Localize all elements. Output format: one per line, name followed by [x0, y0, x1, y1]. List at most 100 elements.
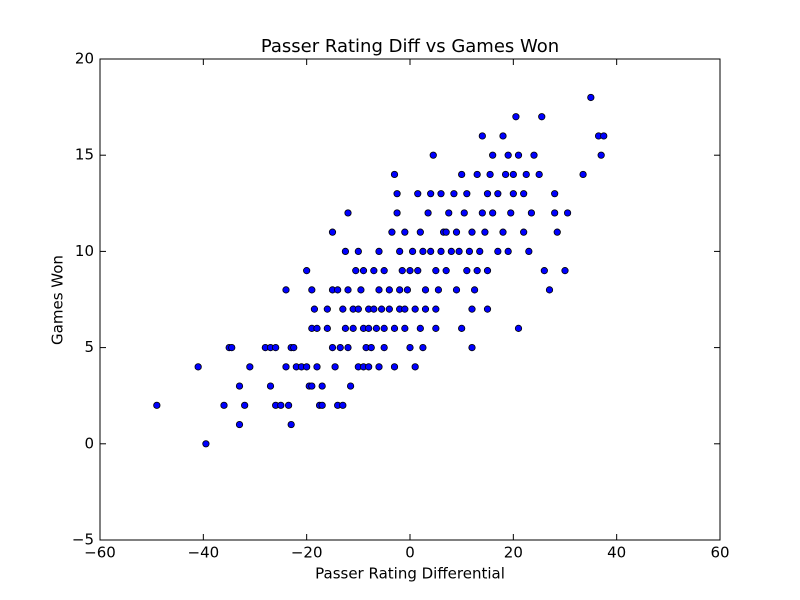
point	[600, 132, 608, 140]
point	[434, 286, 443, 294]
point	[411, 305, 419, 313]
point	[287, 420, 295, 429]
point	[235, 420, 244, 429]
point	[504, 151, 512, 159]
point	[465, 247, 474, 255]
point	[246, 363, 254, 371]
point	[401, 324, 409, 332]
point	[344, 343, 352, 352]
point	[370, 267, 378, 275]
point	[520, 190, 528, 198]
point	[393, 209, 401, 217]
point	[442, 228, 450, 236]
point	[520, 228, 528, 236]
point	[551, 209, 559, 217]
point	[357, 286, 365, 294]
point	[514, 324, 523, 332]
point	[318, 382, 326, 390]
y-tick-label: 5	[84, 338, 94, 356]
point	[336, 343, 344, 352]
point	[380, 267, 388, 275]
point	[437, 190, 445, 198]
point	[380, 324, 388, 332]
point	[432, 305, 440, 313]
point	[367, 343, 375, 352]
point	[375, 363, 383, 371]
point	[512, 113, 520, 121]
point	[483, 190, 492, 198]
point	[228, 343, 236, 352]
point	[396, 286, 404, 294]
point	[504, 247, 512, 255]
point	[303, 267, 311, 275]
point	[414, 267, 422, 275]
point	[313, 324, 321, 332]
point	[344, 286, 352, 294]
point	[419, 247, 427, 255]
point	[432, 267, 440, 275]
point	[501, 170, 510, 179]
point	[303, 363, 311, 371]
point	[282, 286, 290, 294]
x-tick-label: −40	[188, 544, 220, 562]
point	[579, 170, 587, 179]
point	[468, 228, 476, 236]
point	[427, 247, 435, 255]
point	[341, 247, 350, 255]
point	[563, 209, 572, 217]
point	[424, 209, 432, 217]
point	[481, 228, 489, 236]
point	[494, 190, 502, 198]
point	[507, 209, 515, 217]
point	[452, 228, 461, 236]
point	[339, 401, 347, 409]
point	[385, 286, 393, 294]
y-axis-label: Games Won	[49, 255, 67, 345]
point	[310, 305, 319, 313]
point	[290, 343, 298, 352]
point	[540, 267, 548, 275]
point	[359, 267, 368, 275]
point	[406, 343, 414, 352]
point	[419, 343, 427, 352]
plot-frame	[99, 58, 721, 541]
point	[308, 382, 316, 390]
point	[483, 267, 492, 275]
point	[411, 363, 419, 371]
point	[408, 247, 417, 255]
point	[553, 228, 561, 236]
point	[308, 286, 316, 294]
point	[352, 267, 360, 275]
point	[442, 267, 450, 275]
point	[396, 247, 404, 255]
y-tick-label: 20	[75, 50, 94, 68]
point	[370, 305, 378, 313]
point	[390, 170, 399, 179]
point	[398, 267, 406, 275]
point	[416, 324, 424, 332]
point	[323, 305, 331, 313]
point	[486, 170, 494, 179]
point	[331, 363, 339, 371]
point	[514, 151, 523, 159]
point	[365, 324, 373, 332]
point	[266, 382, 275, 390]
y-tick-label: 0	[84, 434, 94, 452]
x-axis-label: Passer Rating Differential	[315, 565, 505, 583]
point	[468, 343, 476, 352]
point	[284, 401, 293, 409]
point	[452, 286, 461, 294]
point	[429, 151, 437, 159]
point	[323, 324, 331, 332]
x-tick-label: 60	[710, 544, 729, 562]
point	[401, 228, 409, 236]
point	[535, 170, 543, 179]
point	[473, 267, 481, 275]
point	[527, 209, 536, 217]
point	[388, 228, 396, 236]
point	[561, 267, 569, 275]
point	[460, 209, 468, 217]
point	[328, 343, 337, 352]
point	[202, 440, 210, 448]
